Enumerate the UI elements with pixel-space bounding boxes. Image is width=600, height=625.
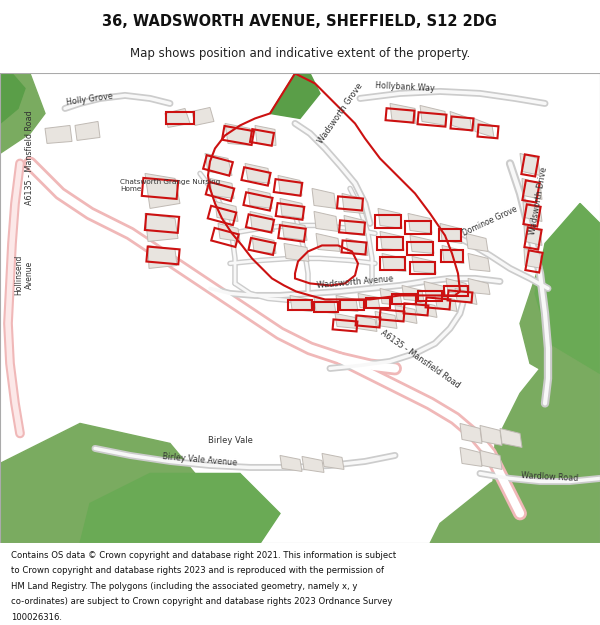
Polygon shape [450,111,472,131]
Polygon shape [335,314,357,329]
Polygon shape [75,121,100,141]
Polygon shape [522,179,542,199]
Polygon shape [290,296,312,311]
Polygon shape [435,296,457,311]
Text: Wadsworth Drive: Wadsworth Drive [527,166,548,236]
Polygon shape [280,456,302,471]
Polygon shape [282,221,307,241]
Polygon shape [280,199,304,218]
Text: Hollybank Way: Hollybank Way [375,81,435,93]
Polygon shape [192,107,214,126]
Text: co-ordinates) are subject to Crown copyright and database rights 2023 Ordnance S: co-ordinates) are subject to Crown copyr… [11,598,392,606]
Text: Dominoe Grove: Dominoe Grove [461,204,519,238]
Text: Contains OS data © Crown copyright and database right 2021. This information is : Contains OS data © Crown copyright and d… [11,551,396,559]
Polygon shape [378,209,402,228]
Polygon shape [0,73,25,124]
Polygon shape [210,179,234,199]
Text: Hollinsend
Avenue: Hollinsend Avenue [14,255,34,296]
Polygon shape [380,289,402,306]
Polygon shape [250,211,274,231]
Polygon shape [408,213,432,233]
Polygon shape [523,201,542,221]
Polygon shape [342,194,364,213]
Polygon shape [145,213,178,241]
Polygon shape [395,306,417,324]
Polygon shape [218,223,240,241]
Polygon shape [410,236,434,254]
Polygon shape [245,163,270,184]
Polygon shape [460,424,482,444]
Polygon shape [205,153,232,176]
Polygon shape [252,236,276,254]
Text: Wardlow Road: Wardlow Road [521,471,579,484]
Polygon shape [442,246,464,264]
Polygon shape [322,453,344,469]
Polygon shape [80,474,280,543]
Text: Birley Vale Avenue: Birley Vale Avenue [162,452,238,468]
Polygon shape [468,254,490,271]
Text: Wadsworth Grove: Wadsworth Grove [316,82,364,146]
Polygon shape [460,448,482,466]
Text: 36, WADSWORTH AVENUE, SHEFFIELD, S12 2DG: 36, WADSWORTH AVENUE, SHEFFIELD, S12 2DG [103,14,497,29]
Polygon shape [248,189,272,209]
Text: HM Land Registry. The polygons (including the associated geometry, namely x, y: HM Land Registry. The polygons (includin… [11,582,357,591]
Polygon shape [474,119,494,138]
Polygon shape [312,189,336,209]
Polygon shape [520,153,540,176]
Polygon shape [0,73,45,153]
Polygon shape [148,246,177,269]
Polygon shape [490,344,600,543]
Text: Birley Vale: Birley Vale [208,436,253,446]
Polygon shape [284,243,309,261]
Text: Holly Grove: Holly Grove [66,92,113,108]
Polygon shape [380,231,404,251]
Polygon shape [314,211,338,231]
Polygon shape [355,316,377,331]
Polygon shape [446,279,468,294]
Text: A6135 - Mansfield Road: A6135 - Mansfield Road [379,329,461,391]
Polygon shape [468,279,490,294]
Polygon shape [382,254,406,271]
Polygon shape [45,126,72,143]
Polygon shape [375,311,397,329]
Polygon shape [455,289,477,304]
Text: 100026316.: 100026316. [11,613,62,622]
Polygon shape [412,256,436,274]
Polygon shape [255,126,276,146]
Polygon shape [358,294,380,309]
Polygon shape [390,103,416,124]
Text: Wadsworth Avenue: Wadsworth Avenue [316,275,394,291]
Polygon shape [420,106,446,126]
Polygon shape [402,286,424,301]
Polygon shape [316,233,340,251]
Polygon shape [440,223,462,243]
Polygon shape [480,426,502,446]
Polygon shape [480,451,502,469]
Polygon shape [225,124,252,146]
Polygon shape [278,176,302,196]
Polygon shape [165,109,190,127]
Polygon shape [145,173,180,209]
Polygon shape [344,216,366,236]
Polygon shape [430,444,600,543]
Text: A6135 - Mansfield Road: A6135 - Mansfield Road [25,111,35,206]
Polygon shape [270,73,320,119]
Polygon shape [520,233,600,404]
Polygon shape [346,238,368,256]
Text: to Crown copyright and database rights 2023 and is reproduced with the permissio: to Crown copyright and database rights 2… [11,566,384,575]
Polygon shape [524,248,542,269]
Polygon shape [314,298,336,314]
Polygon shape [424,281,446,298]
Text: Map shows position and indicative extent of the property.: Map shows position and indicative extent… [130,48,470,61]
Polygon shape [415,301,437,318]
Polygon shape [0,424,220,543]
Text: Chatsworth Grange Nursing
Home: Chatsworth Grange Nursing Home [120,179,220,192]
Polygon shape [302,456,324,472]
Polygon shape [535,204,600,373]
Polygon shape [524,226,542,246]
Polygon shape [215,201,238,221]
Polygon shape [466,233,488,251]
Polygon shape [500,429,522,448]
Polygon shape [336,296,358,311]
